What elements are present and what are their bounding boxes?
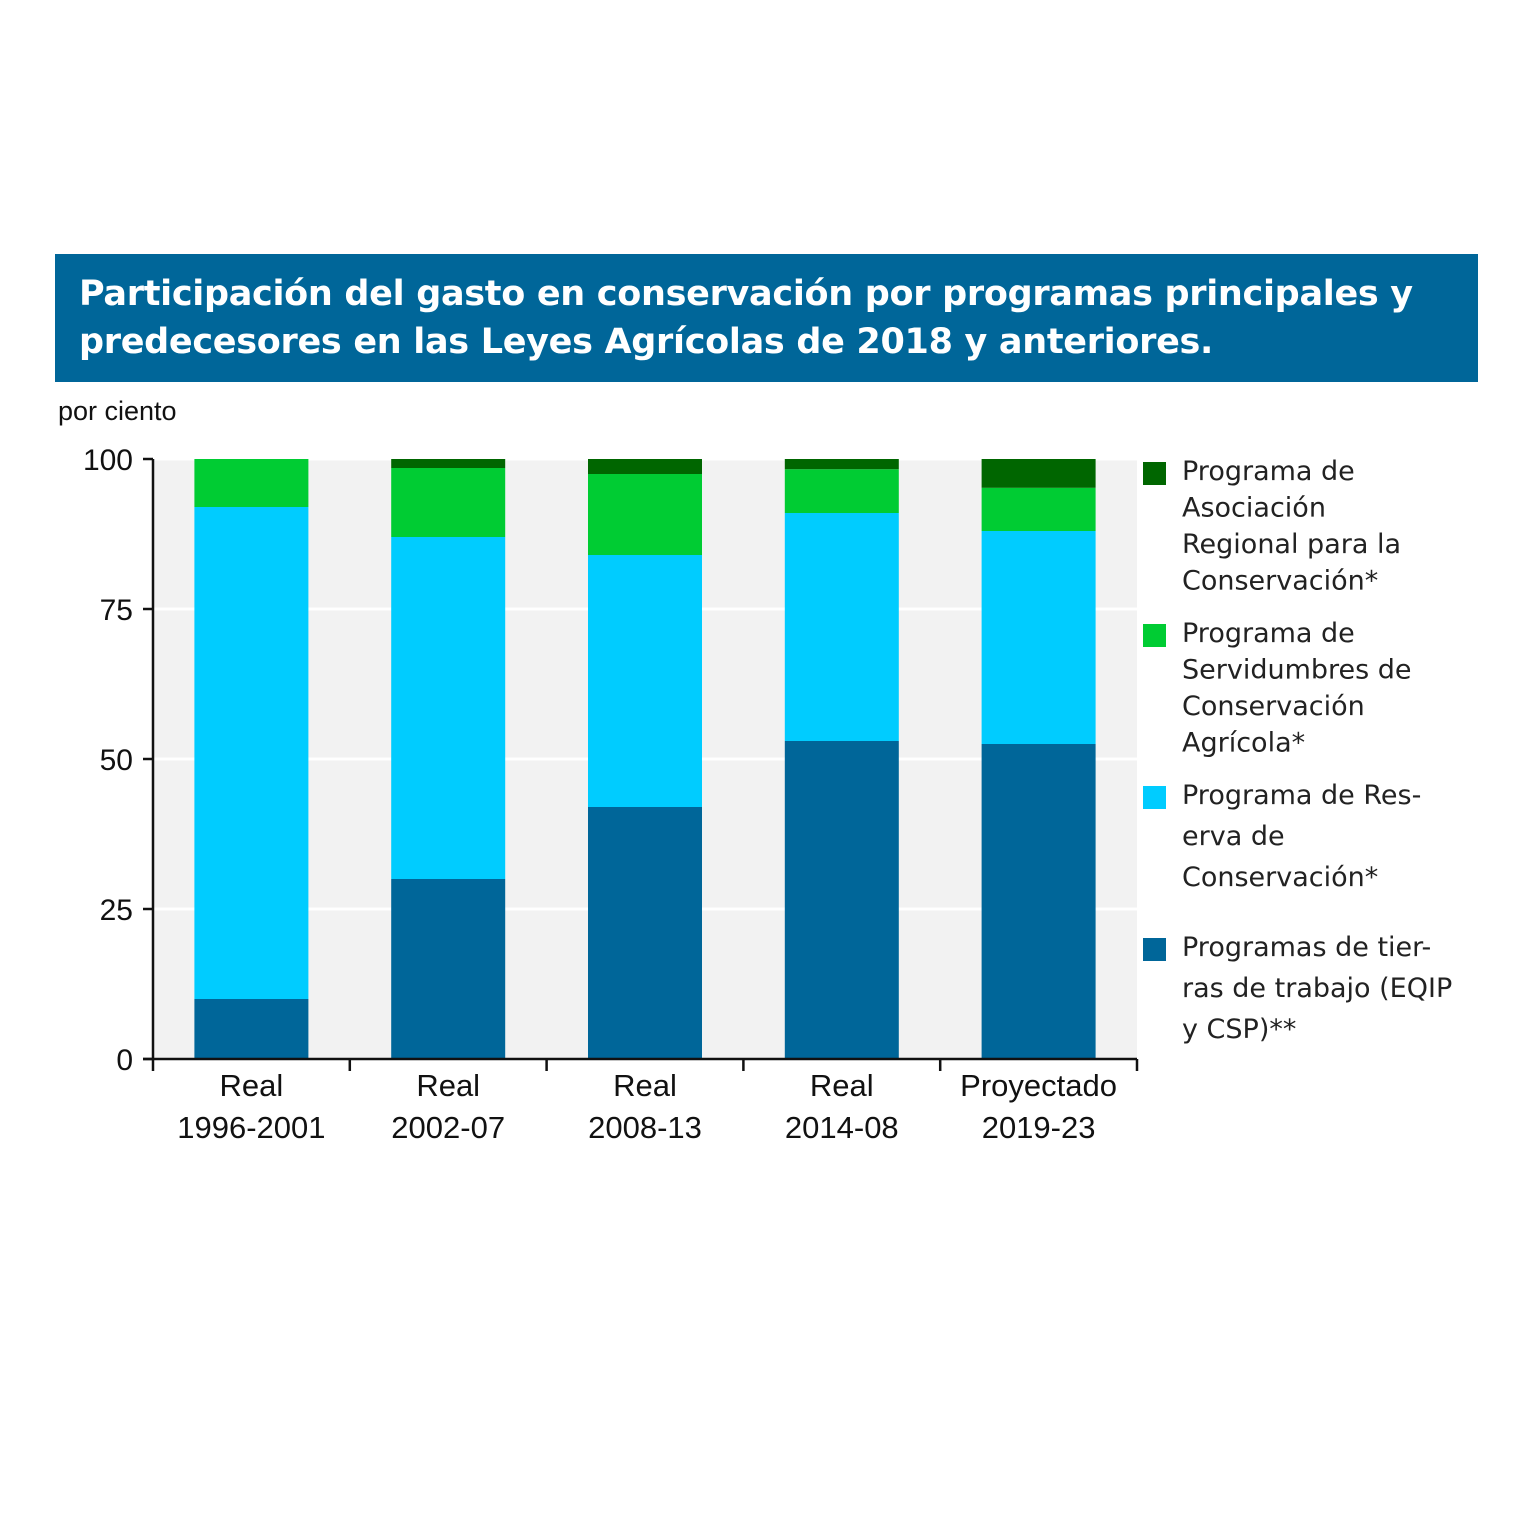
- legend-label-1-1: erva de: [1182, 821, 1285, 852]
- x-category-label-0-0: Real: [220, 1068, 284, 1103]
- bar-segment-4-2: [981, 487, 1096, 531]
- legend-label-3-1: Asociación: [1182, 493, 1326, 524]
- legend-swatch-0: [1143, 938, 1166, 961]
- legend-label-3-0: Programa de: [1182, 456, 1355, 487]
- x-category-label-1-1: 2002-07: [391, 1110, 505, 1145]
- legend-label-3-2: Regional para la: [1182, 529, 1401, 560]
- chart-title: Participación del gasto en conservación …: [79, 274, 1413, 362]
- legend: Programa de Asociación Regional para la Con…: [1143, 456, 1452, 1045]
- y-tick-label-100: 100: [83, 444, 133, 477]
- legend-label-2-0: Programa de: [1182, 618, 1355, 649]
- legend-label-2-1: Servidumbres de: [1182, 655, 1412, 686]
- bar-segment-1-1: [391, 537, 506, 879]
- legend-swatch-1: [1143, 786, 1166, 809]
- bar-segment-3-2: [784, 469, 899, 513]
- bar-segment-2-2: [588, 474, 702, 555]
- y-tick-label-0: 0: [116, 1044, 133, 1077]
- bar-segment-2-1: [588, 555, 702, 807]
- y-tick-label-75: 75: [100, 594, 133, 627]
- title-banner: Participación del gasto en conservación …: [55, 254, 1478, 382]
- legend-swatch-3: [1143, 462, 1166, 485]
- x-category-label-2-0: Real: [613, 1068, 677, 1103]
- legend-label-0-1: ras de trabajo (EQIP: [1182, 973, 1452, 1004]
- y-tick-label-50: 50: [100, 744, 133, 777]
- x-category-label-3-1: 2014-08: [785, 1110, 899, 1145]
- y-tick-label-25: 25: [100, 894, 133, 927]
- legend-label-0-0: Programas de tier-: [1182, 932, 1431, 963]
- legend-label-3-3: Conservación*: [1182, 566, 1378, 597]
- bar-segment-2-0: [588, 807, 702, 1059]
- bar-segment-0-1: [194, 507, 309, 999]
- x-category-label-4-1: 2019-23: [982, 1110, 1096, 1145]
- bar-segment-4-3: [981, 459, 1096, 488]
- bar-segment-4-1: [981, 531, 1096, 744]
- legend-label-1-0: Programa de Res-: [1182, 780, 1421, 811]
- x-category-label-4-0: Proyectado: [960, 1068, 1117, 1103]
- bar-segment-1-3: [391, 459, 506, 468]
- bar-segment-0-0: [194, 999, 309, 1059]
- bar-segment-1-0: [391, 879, 506, 1059]
- bar-segment-3-0: [784, 741, 899, 1059]
- legend-label-1-2: Conservación*: [1182, 862, 1378, 893]
- legend-label-0-2: y CSP)**: [1182, 1014, 1296, 1045]
- bar-segment-2-3: [588, 459, 702, 474]
- plot-area: 0 25 50 75 100 Real 1996-2001 Real 2002-07 Real 20…: [83, 444, 1139, 1145]
- x-category-label-0-1: 1996-2001: [177, 1110, 325, 1145]
- y-axis-unit-label: por ciento: [58, 396, 177, 426]
- bar-segment-3-3: [784, 459, 899, 470]
- legend-label-2-3: Agrícola*: [1182, 728, 1305, 759]
- bar-segment-1-2: [391, 468, 506, 537]
- bar-segment-4-0: [981, 744, 1096, 1059]
- bar-segment-3-1: [784, 513, 899, 741]
- x-category-label-2-1: 2008-13: [588, 1110, 702, 1145]
- bar-segment-0-2: [194, 459, 309, 507]
- legend-swatch-2: [1143, 624, 1166, 647]
- legend-label-2-2: Conservación: [1182, 691, 1365, 722]
- x-category-label-3-0: Real: [810, 1068, 874, 1103]
- x-category-label-1-0: Real: [416, 1068, 480, 1103]
